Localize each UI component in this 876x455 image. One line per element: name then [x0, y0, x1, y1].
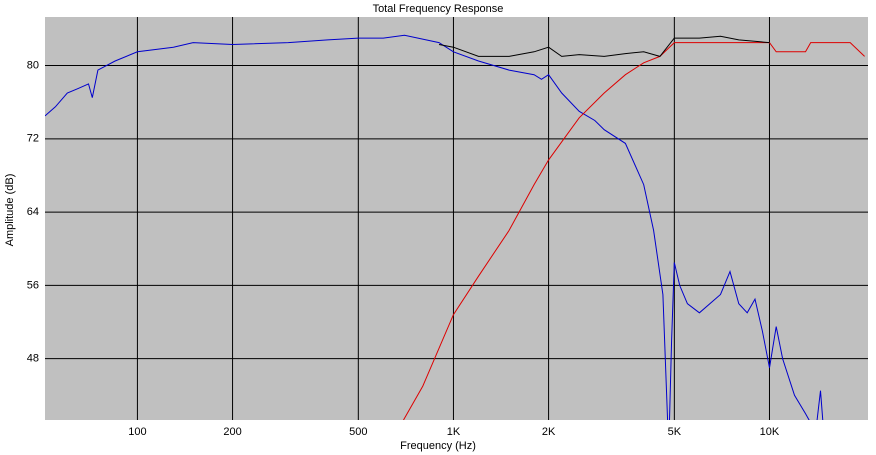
y-tick-label: 72: [27, 133, 39, 145]
y-axis-label: Amplitude (dB): [4, 174, 16, 247]
x-tick-label: 5K: [668, 426, 682, 438]
x-axis-label: Frequency (Hz): [400, 440, 476, 452]
series-line: [403, 42, 865, 420]
series-line: [45, 34, 824, 420]
plot-area: [45, 17, 868, 420]
y-tick-label: 64: [27, 206, 39, 218]
x-tick-label: 500: [349, 426, 367, 438]
x-tick-label: 200: [223, 426, 241, 438]
x-tick-label: 1K: [447, 426, 461, 438]
x-tick-label: 10K: [760, 426, 780, 438]
x-tick-label: 100: [128, 426, 146, 438]
series-line: [438, 35, 770, 57]
x-tick-label: 2K: [542, 426, 556, 438]
y-tick-label: 48: [27, 353, 39, 365]
y-tick-label: 56: [27, 279, 39, 291]
chart-title: Total Frequency Response: [373, 3, 504, 15]
y-tick-label: 80: [27, 59, 39, 71]
series-group: [45, 34, 865, 420]
